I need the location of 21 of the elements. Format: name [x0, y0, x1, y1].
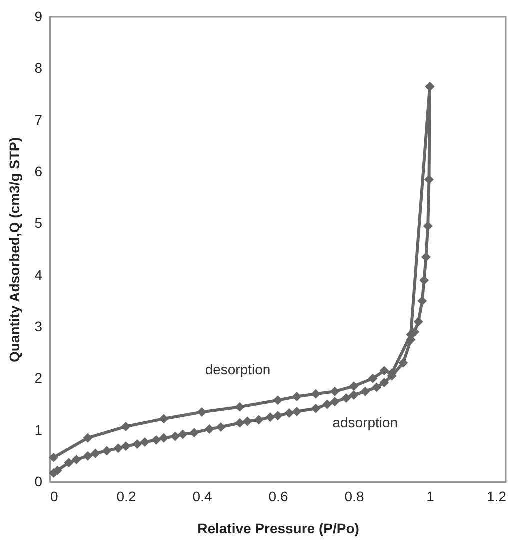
y-tick-label: 4 — [34, 266, 43, 283]
x-tick-label: 0 — [50, 488, 58, 504]
y-tick-label: 6 — [34, 164, 43, 180]
y-tick-label: 9 — [34, 8, 43, 24]
annotation: adsorption — [332, 414, 398, 431]
y-tick-label: 7 — [34, 112, 43, 128]
x-axis-title: Relative Pressure (P/Po) — [198, 520, 360, 536]
x-tick-label: 0.6 — [268, 488, 288, 504]
y-tick-label: 2 — [34, 370, 43, 386]
annotation: desorption — [205, 361, 271, 378]
y-tick-label: 0 — [34, 474, 43, 490]
x-tick-label: 1.2 — [487, 488, 507, 504]
y-tick-label: 1 — [34, 422, 43, 438]
y-axis-title: Quantity Adsorbed,Q (cm3/g STP) — [6, 137, 23, 363]
y-tick-label: 8 — [34, 60, 43, 76]
y-tick-label: 3 — [34, 318, 43, 334]
x-tick-label: 0.2 — [116, 488, 136, 504]
y-tick-label: 5 — [34, 215, 43, 232]
x-tick-label: 1 — [426, 488, 435, 504]
x-tick-label: 0.4 — [192, 488, 212, 504]
x-tick-label: 0.8 — [344, 488, 364, 504]
